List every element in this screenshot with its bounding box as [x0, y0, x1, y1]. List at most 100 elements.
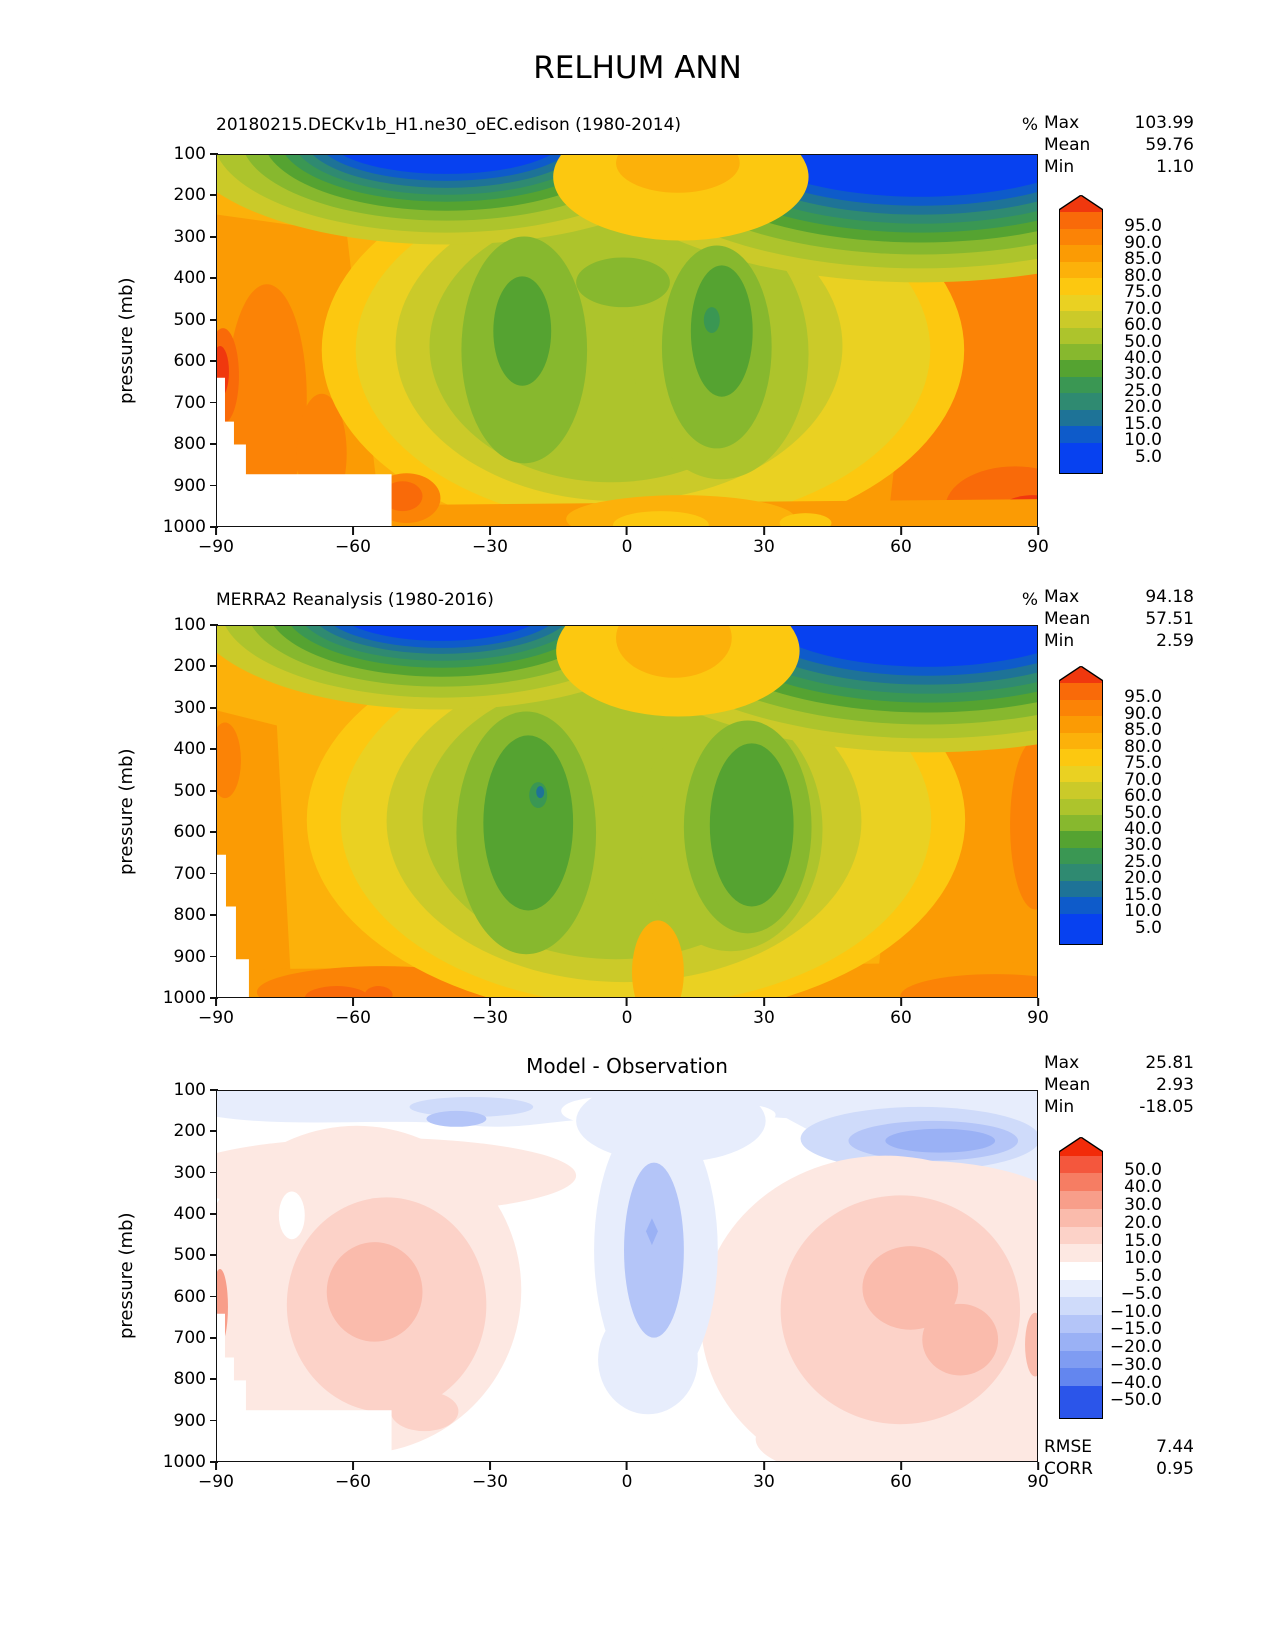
colorbar-tick-label: 5.0: [1134, 917, 1162, 938]
contour-field-obs: [217, 626, 1037, 997]
panel3-colorbar: [1060, 1138, 1102, 1432]
figure-title: RELHUM ANN: [533, 50, 742, 86]
y-tick-label: 900: [126, 947, 218, 967]
y-tick-label: 700: [126, 393, 218, 413]
x-tick-label: −90: [198, 998, 234, 1028]
colorbar-segment: [1060, 1173, 1102, 1191]
y-tick-label: 300: [126, 1163, 218, 1183]
colorbar-segment: [1060, 1244, 1102, 1262]
y-tick-label: 900: [126, 476, 218, 496]
y-tick-label: 800: [126, 905, 218, 925]
panel3-y-ticks: 100 200 300 400 500 600 700 800 900 1000: [126, 1080, 218, 1472]
colorbar-tick-label: 25.0: [1124, 851, 1162, 872]
south-polar-tropopause-rings: [217, 626, 689, 710]
x-tick-label: −90: [198, 527, 234, 557]
x-tick-label: 90: [1027, 1462, 1049, 1492]
panel1-y-ticks: 100 200 300 400 500 600 700 800 900 1000: [126, 144, 218, 537]
panel3-stats: Max 25.81 Mean 2.93 Min -18.05: [1044, 1052, 1194, 1118]
colorbar-segment: [1060, 683, 1102, 699]
panel1-colorbar: [1060, 196, 1102, 487]
colorbar-segment: [1060, 196, 1102, 212]
colorbar-tick-label: 10.0: [1124, 1248, 1162, 1269]
x-tick-label: −90: [198, 1462, 234, 1492]
x-tick-label: 60: [890, 1462, 912, 1492]
y-tick-label: 700: [126, 864, 218, 884]
y-tick-label: 800: [126, 1369, 218, 1389]
colorbar-segment: [1060, 426, 1102, 442]
y-tick-label: 400: [126, 268, 218, 288]
colorbar-tick-label: 50.0: [1124, 802, 1162, 823]
x-tick-label: −60: [335, 998, 371, 1028]
y-tick-label: 1000: [126, 988, 218, 1008]
x-tick-label: 90: [1027, 527, 1049, 557]
x-tick-label: 0: [622, 527, 632, 557]
panel2-contour-plot: [216, 625, 1038, 998]
colorbar-segment: [1060, 295, 1102, 311]
colorbar-segment: [1060, 782, 1102, 798]
y-tick-label: 200: [126, 1121, 218, 1141]
stat-row-max: Max 25.81: [1044, 1053, 1194, 1073]
colorbar-segment: [1060, 311, 1102, 327]
panel3-contour-plot: [216, 1090, 1038, 1462]
colorbar-segment: [1060, 262, 1102, 278]
colorbar-segment: [1060, 1156, 1102, 1174]
y-tick-label: 100: [126, 1080, 218, 1100]
panel3-title: Model - Observation: [526, 1054, 728, 1078]
colorbar-segment: [1060, 1315, 1102, 1333]
colorbar-tick-label: 60.0: [1124, 315, 1162, 336]
colorbar-tick-label: 85.0: [1124, 720, 1162, 741]
panel2-x-ticks: −90 −60 −30 0 30 60 90: [198, 998, 1049, 1028]
colorbar-tick-label: 40.0: [1124, 818, 1162, 839]
y-tick-label: 900: [126, 1411, 218, 1431]
colorbar-segment: [1060, 914, 1102, 944]
colorbar-segment: [1060, 1351, 1102, 1369]
colorbar-tick-label: 90.0: [1124, 703, 1162, 724]
x-tick-label: −30: [472, 1462, 508, 1492]
antarctica-topography-mask: [217, 377, 392, 526]
y-tick-label: 1000: [126, 517, 218, 537]
colorbar-tick-label: 75.0: [1124, 753, 1162, 774]
colorbar-segment: [1060, 1333, 1102, 1351]
y-tick-label: 1000: [126, 1452, 218, 1472]
colorbar-segment: [1060, 1138, 1102, 1156]
colorbar-tick-label: −20.0: [1109, 1337, 1162, 1358]
colorbar-tick-label: 20.0: [1124, 1212, 1162, 1233]
stat-row-mean: Mean 2.93: [1044, 1075, 1194, 1095]
x-tick-label: 90: [1027, 998, 1049, 1028]
antarctica-topography-mask: [217, 854, 249, 997]
colorbar-segment: [1060, 1262, 1102, 1280]
south-polar-tropopause-rings: [217, 155, 711, 245]
contour-field-diff: [217, 1091, 1037, 1461]
stat-row-max: Max 94.18: [1044, 587, 1194, 607]
colorbar-segment: [1060, 443, 1102, 473]
colorbar-segment: [1060, 700, 1102, 716]
stat-row-min: Min 2.59: [1044, 631, 1194, 651]
colorbar-segment: [1060, 864, 1102, 880]
y-tick-label: 300: [126, 227, 218, 247]
colorbar-segment: [1060, 881, 1102, 897]
y-tick-label: 400: [126, 739, 218, 759]
panel2-y-ticks: 100 200 300 400 500 600 700 800 900 1000: [126, 615, 218, 1008]
colorbar-segment: [1060, 1209, 1102, 1227]
panel2-colorbar-labels: 95.0 90.0 85.0 80.0 75.0 70.0 60.0 50.0 40.0 30.0…: [1106, 667, 1166, 958]
stat-row-min: Min 1.10: [1044, 157, 1194, 177]
colorbar-tick-label: 50.0: [1124, 331, 1162, 352]
panel1-stats: Max 103.99 Mean 59.76 Min 1.10: [1044, 112, 1194, 178]
colorbar-segment: [1060, 1297, 1102, 1315]
colorbar-tick-label: 30.0: [1124, 1195, 1162, 1216]
colorbar-segment: [1060, 344, 1102, 360]
colorbar-segment: [1060, 393, 1102, 409]
panel3-metrics: RMSE 7.44 CORR 0.95: [1044, 1436, 1194, 1480]
colorbar-tick-label: 85.0: [1124, 249, 1162, 270]
colorbar-tick-label: 15.0: [1124, 884, 1162, 905]
x-tick-label: 30: [753, 998, 775, 1028]
panel1-contour-plot: [216, 154, 1038, 527]
x-tick-label: −30: [472, 527, 508, 557]
stat-row-mean: Mean 57.51: [1044, 609, 1194, 629]
colorbar-segment: [1060, 831, 1102, 847]
colorbar-tick-label: 40.0: [1124, 1177, 1162, 1198]
colorbar-segment: [1060, 377, 1102, 393]
metric-row-rmse: RMSE 7.44: [1044, 1437, 1194, 1457]
panel2-stats: Max 94.18 Mean 57.51 Min 2.59: [1044, 586, 1194, 652]
